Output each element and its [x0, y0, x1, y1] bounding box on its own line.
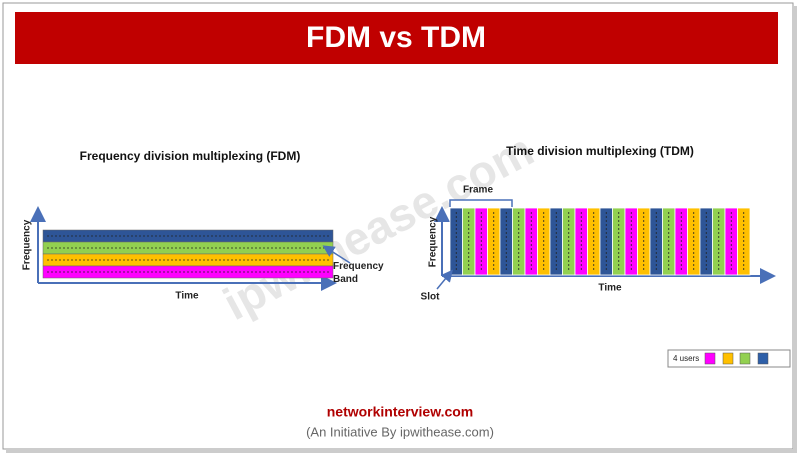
title-bar	[15, 12, 778, 64]
arrow	[322, 245, 351, 264]
band-label: Frequency Band	[333, 261, 384, 285]
shadow	[793, 6, 797, 452]
legend-swatch	[704, 352, 716, 365]
x-label: Time	[175, 291, 199, 302]
frame-label: Frame	[463, 185, 493, 196]
legend-swatch	[757, 352, 769, 365]
footer-site: networkinterview.com	[327, 404, 474, 420]
title: FDM vs TDM	[306, 21, 486, 54]
y-label: Frequency	[428, 216, 439, 267]
arrow	[436, 269, 453, 290]
footer-note: (An Initiative By ipwithease.com)	[306, 424, 494, 439]
bands	[42, 229, 334, 279]
frame-bracket	[449, 199, 513, 207]
shadow	[6, 449, 797, 453]
slot-label: Slot	[421, 292, 441, 303]
slots	[449, 207, 751, 276]
tdm-title: Time division multiplexing (TDM)	[506, 144, 694, 158]
legend-label: 4 users	[673, 354, 699, 363]
legend-swatch	[739, 352, 751, 365]
fdm-title: Frequency division multiplexing (FDM)	[80, 149, 301, 163]
y-label: Frequency	[22, 219, 33, 270]
x-label: Time	[598, 283, 622, 294]
band-label-box: Frequency Band	[333, 261, 384, 285]
legend-swatch	[722, 352, 734, 365]
